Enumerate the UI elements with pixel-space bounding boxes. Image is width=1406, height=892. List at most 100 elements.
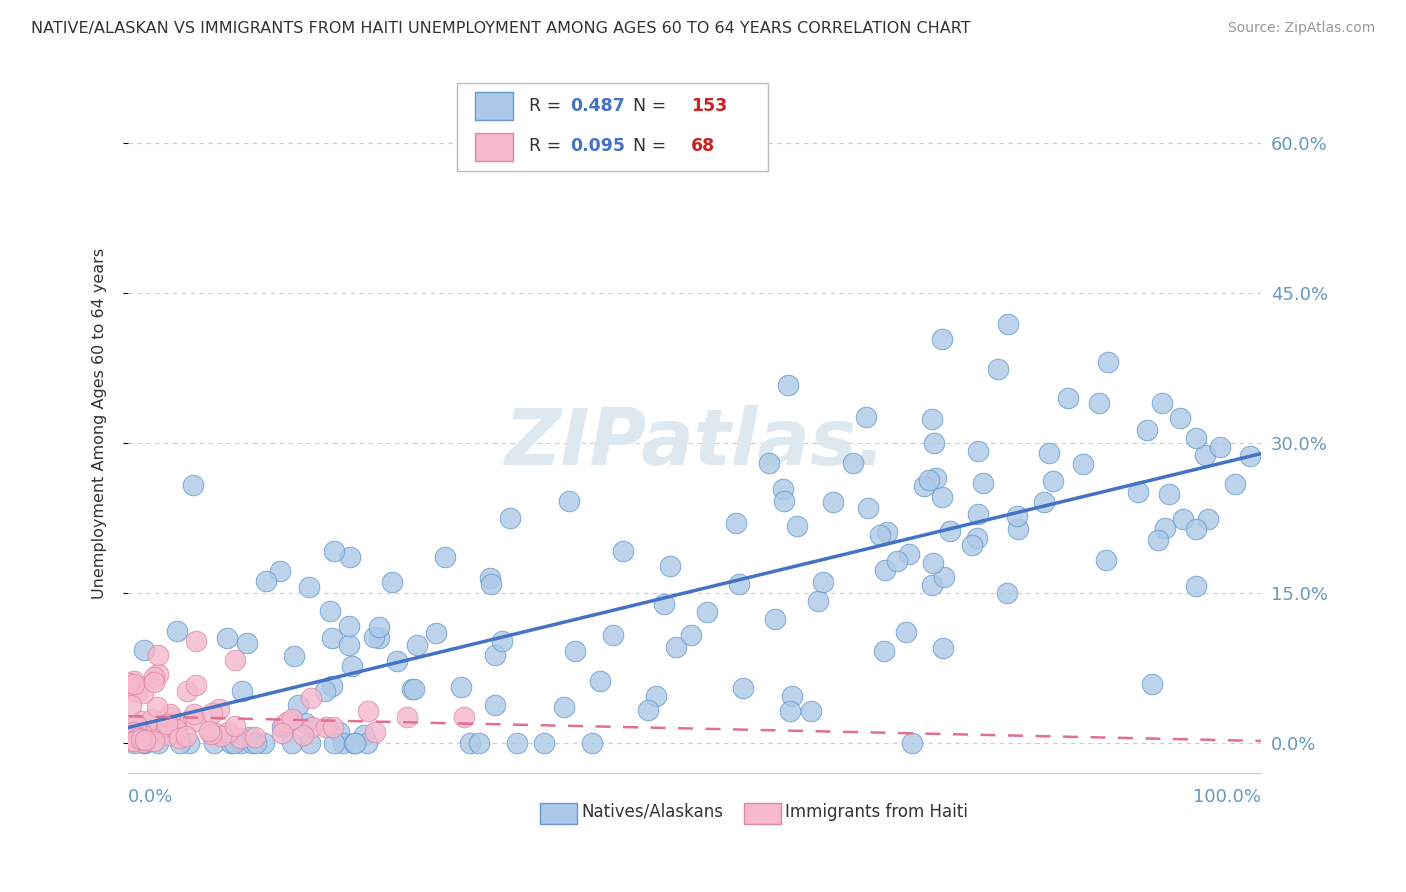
- Point: [122, 676, 145, 690]
- Point: [328, 725, 350, 739]
- Point: [659, 559, 682, 574]
- Point: [506, 736, 529, 750]
- Point: [499, 511, 522, 525]
- Point: [156, 716, 179, 731]
- Point: [224, 736, 246, 750]
- Point: [174, 730, 197, 744]
- Point: [143, 734, 166, 748]
- FancyBboxPatch shape: [744, 804, 780, 824]
- Point: [886, 554, 908, 568]
- Point: [533, 736, 555, 750]
- Point: [344, 736, 367, 750]
- Point: [134, 732, 156, 747]
- Point: [204, 736, 226, 750]
- Point: [323, 736, 346, 750]
- Point: [143, 670, 166, 684]
- Point: [896, 625, 918, 640]
- Point: [1146, 533, 1168, 547]
- Point: [368, 631, 391, 645]
- Point: [557, 494, 579, 508]
- Point: [301, 719, 323, 733]
- Point: [581, 736, 603, 750]
- Point: [299, 736, 322, 750]
- Point: [129, 714, 152, 728]
- Point: [315, 720, 337, 734]
- Point: [276, 714, 298, 729]
- Point: [931, 491, 953, 505]
- Point: [357, 704, 380, 718]
- Point: [159, 706, 181, 721]
- Point: [997, 318, 1019, 332]
- Point: [912, 479, 935, 493]
- Point: [772, 482, 794, 496]
- Point: [231, 736, 253, 750]
- Point: [337, 619, 360, 633]
- Point: [245, 731, 267, 745]
- Point: [901, 736, 924, 750]
- Point: [122, 736, 145, 750]
- Point: [122, 724, 145, 739]
- Point: [728, 577, 751, 591]
- Point: [665, 640, 688, 655]
- Point: [127, 731, 149, 745]
- Point: [219, 736, 242, 750]
- Y-axis label: Unemployment Among Ages 60 to 64 years: Unemployment Among Ages 60 to 64 years: [93, 248, 107, 599]
- Point: [479, 576, 502, 591]
- Point: [564, 643, 586, 657]
- Point: [319, 604, 342, 618]
- Point: [1007, 522, 1029, 536]
- Point: [125, 685, 148, 699]
- Point: [800, 704, 823, 718]
- Point: [925, 471, 948, 485]
- Point: [270, 726, 292, 740]
- Point: [229, 731, 252, 745]
- Point: [145, 723, 167, 738]
- Text: 0.0%: 0.0%: [128, 789, 173, 806]
- Point: [200, 727, 222, 741]
- Point: [1185, 579, 1208, 593]
- Text: ZIPatlas.: ZIPatlas.: [503, 405, 886, 481]
- Point: [1038, 446, 1060, 460]
- FancyBboxPatch shape: [475, 93, 513, 120]
- Point: [120, 698, 142, 713]
- Point: [434, 550, 457, 565]
- Point: [612, 543, 634, 558]
- Point: [253, 736, 276, 750]
- Point: [134, 732, 156, 747]
- Point: [209, 729, 232, 743]
- Point: [918, 473, 941, 487]
- Point: [155, 719, 177, 733]
- Point: [401, 681, 423, 696]
- Point: [987, 361, 1010, 376]
- Point: [231, 684, 253, 698]
- Point: [342, 658, 364, 673]
- Point: [773, 493, 796, 508]
- Point: [1152, 396, 1174, 410]
- Text: Natives/Alaskans: Natives/Alaskans: [581, 803, 723, 821]
- Point: [1223, 476, 1246, 491]
- Point: [1126, 485, 1149, 500]
- FancyBboxPatch shape: [540, 804, 576, 824]
- Point: [281, 712, 304, 726]
- Point: [1057, 391, 1080, 405]
- Point: [425, 626, 447, 640]
- Point: [314, 684, 336, 698]
- Text: 100.0%: 100.0%: [1192, 789, 1261, 806]
- Point: [1184, 522, 1206, 536]
- Point: [404, 682, 426, 697]
- Text: R =: R =: [529, 137, 567, 155]
- Point: [122, 673, 145, 688]
- Point: [1168, 411, 1191, 425]
- Point: [491, 634, 513, 648]
- Point: [1154, 521, 1177, 535]
- Point: [131, 719, 153, 733]
- Point: [811, 575, 834, 590]
- Point: [763, 612, 786, 626]
- Text: 0.095: 0.095: [569, 137, 624, 155]
- Point: [363, 725, 385, 739]
- Point: [679, 628, 702, 642]
- Point: [780, 689, 803, 703]
- Point: [294, 716, 316, 731]
- Point: [299, 691, 322, 706]
- Point: [873, 644, 896, 658]
